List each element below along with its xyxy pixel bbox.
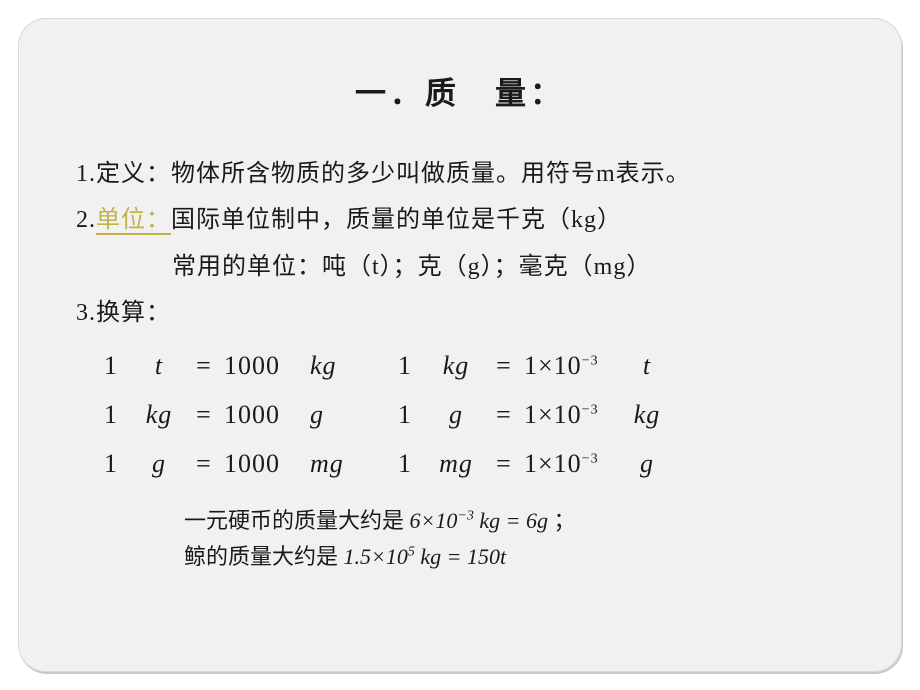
example-coin: 一元硬币的质量大约是 6×10−3 kg = 6g ； bbox=[184, 503, 844, 539]
conv-unit-to: mg bbox=[310, 439, 380, 488]
conv-unit-to: g bbox=[310, 390, 380, 439]
conv-unit-to-r: kg bbox=[624, 390, 670, 439]
conv-eq: = bbox=[184, 390, 224, 439]
item-2-highlight: 单位： bbox=[96, 207, 171, 235]
conv-one: 1 bbox=[104, 439, 134, 488]
examples-block: 一元硬币的质量大约是 6×10−3 kg = 6g ； 鲸的质量大约是 1.5×… bbox=[76, 503, 844, 576]
item-2b-common-units: 常用的单位：吨（t）；克（g）；毫克（mg） bbox=[76, 248, 844, 286]
example-coin-math: 6×10−3 kg = 6g bbox=[410, 508, 548, 533]
conv-exp: 1×10−3 bbox=[524, 390, 624, 439]
title: 一．质 量： bbox=[76, 68, 844, 113]
conv-unit-to: kg bbox=[310, 341, 380, 390]
conv-eq: = bbox=[184, 439, 224, 488]
conv-unit-from: kg bbox=[134, 390, 184, 439]
conversion-row: 1t=1000kg1kg=1×10−3t bbox=[104, 341, 844, 390]
conv-unit-to-r: t bbox=[624, 341, 670, 390]
conv-thousand: 1000 bbox=[224, 439, 310, 488]
conversion-row: 1kg=1000g1g=1×10−3kg bbox=[104, 390, 844, 439]
conv-unit-from-r: g bbox=[428, 390, 484, 439]
item-3-conversion: 3.换算： bbox=[76, 294, 844, 332]
conv-one: 1 bbox=[398, 390, 428, 439]
conv-unit-from-r: kg bbox=[428, 341, 484, 390]
example-whale-text: 鲸的质量大约是 bbox=[184, 544, 344, 569]
conv-unit-from: t bbox=[134, 341, 184, 390]
item-2-num: 2. bbox=[76, 207, 96, 233]
slide-card: 一．质 量： 1.定义：物体所含物质的多少叫做质量。用符号m表示。 2.单位：国… bbox=[18, 18, 902, 672]
example-whale-math: 1.5×105 kg = 150t bbox=[344, 544, 507, 569]
item-2-rest: 国际单位制中，质量的单位是千克（kg） bbox=[171, 207, 622, 233]
conv-eq: = bbox=[184, 341, 224, 390]
example-coin-tail: ； bbox=[548, 508, 576, 533]
example-whale: 鲸的质量大约是 1.5×105 kg = 150t bbox=[184, 539, 844, 575]
conv-unit-from-r: mg bbox=[428, 439, 484, 488]
conv-one: 1 bbox=[104, 341, 134, 390]
item-1-definition: 1.定义：物体所含物质的多少叫做质量。用符号m表示。 bbox=[76, 155, 844, 193]
example-coin-text: 一元硬币的质量大约是 bbox=[184, 508, 410, 533]
conv-thousand: 1000 bbox=[224, 341, 310, 390]
conv-eq: = bbox=[484, 439, 524, 488]
conv-exp: 1×10−3 bbox=[524, 439, 624, 488]
conv-exp: 1×10−3 bbox=[524, 341, 624, 390]
conv-eq: = bbox=[484, 390, 524, 439]
conv-unit-to-r: g bbox=[624, 439, 670, 488]
conv-one: 1 bbox=[104, 390, 134, 439]
conv-unit-from: g bbox=[134, 439, 184, 488]
conv-thousand: 1000 bbox=[224, 390, 310, 439]
conversion-row: 1g=1000mg1mg=1×10−3g bbox=[104, 439, 844, 488]
conv-one: 1 bbox=[398, 439, 428, 488]
conv-one: 1 bbox=[398, 341, 428, 390]
conv-eq: = bbox=[484, 341, 524, 390]
conversion-table: 1t=1000kg1kg=1×10−3t1kg=1000g1g=1×10−3kg… bbox=[76, 341, 844, 489]
item-2-unit: 2.单位：国际单位制中，质量的单位是千克（kg） bbox=[76, 201, 844, 239]
